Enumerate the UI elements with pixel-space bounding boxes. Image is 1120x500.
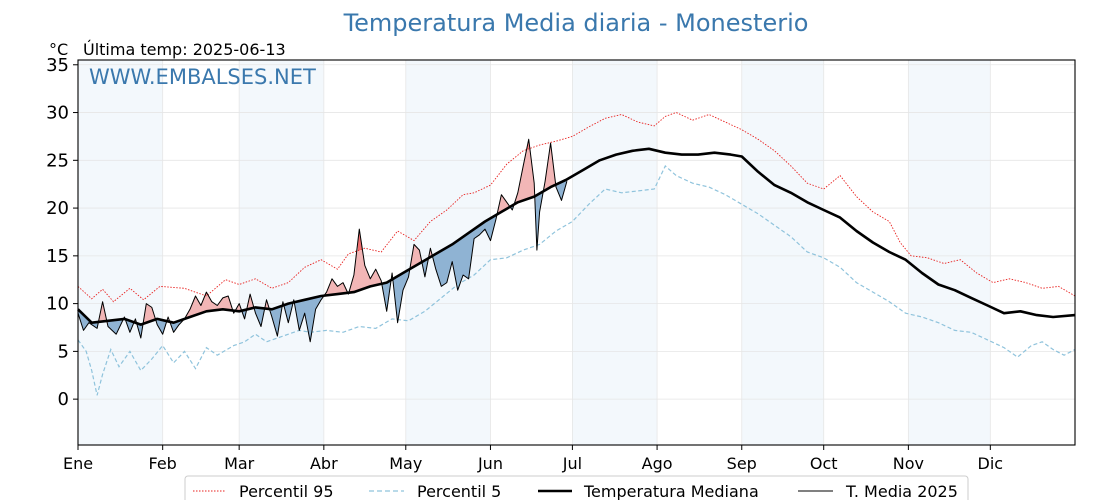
x-tick-label: Abr [310,454,338,473]
legend-p5-label: Percentil 5 [417,482,501,500]
last-temp-label: Última temp: 2025-06-13 [83,40,286,59]
y-tick-label: 10 [46,294,69,315]
x-tick-label: May [389,454,422,473]
fill-above-median [265,299,271,313]
month-band [239,60,324,445]
fill-below-median [254,306,266,327]
x-tick-label: Jul [562,454,582,473]
watermark: WWW.EMBALSES.NET [89,65,316,89]
series-line-actual-2025 [77,138,568,343]
x-tick-label: Mar [224,454,255,473]
y-tick-label: 15 [46,246,69,267]
legend-median-label: Temperatura Mediana [583,482,759,500]
fill-above-median [515,139,536,217]
fill-above-median [543,143,557,192]
x-tick-label: Jun [477,454,503,473]
legend-p95-label: Percentil 95 [239,482,334,500]
y-tick-label: 20 [46,198,69,219]
legend-frame [184,475,969,500]
legend-actual-label: T. Media 2025 [845,482,958,500]
month-bands [78,60,991,445]
month-band [78,60,163,445]
fill-above-median [349,229,383,293]
x-tick-label: Ene [63,454,93,473]
x-tick-label: Feb [149,454,177,473]
x-axis-ticks: Ene Feb Mar Abr May Jun Jul Ago Sep Oct Nov Dic [63,445,1003,473]
y-tick-label: 5 [58,341,69,362]
y-unit-label: °C [49,40,68,59]
month-band [908,60,991,445]
y-tick-label: 35 [46,55,69,76]
month-band [741,60,824,445]
fill-below-median [295,294,326,342]
fill-below-median [270,301,283,337]
y-axis-ticks: 0 5 10 15 20 25 30 35 [46,55,78,410]
fill-above-median [235,303,242,312]
x-tick-label: Dic [978,454,1004,473]
fill-below-median [241,306,248,319]
fill-above-median [247,294,255,310]
x-tick-label: Ago [642,454,673,473]
y-tick-label: 30 [46,103,69,124]
month-band [572,60,658,445]
plot-frame [77,59,1076,446]
chart-title: Temperatura Media diaria - Monesterio [343,9,809,37]
series-line-p5 [77,165,1076,396]
x-tick-label: Oct [810,454,838,473]
legend: Percentil 95 Percentil 5 Temperatura Med… [184,475,969,500]
series-lines [77,112,1076,396]
x-tick-label: Sep [727,454,757,473]
fill-above-median [143,303,156,324]
series-line-p95 [77,112,1076,303]
anomaly-fills [78,139,567,342]
x-tick-label: Nov [893,454,924,473]
y-tick-label: 25 [46,150,69,171]
y-tick-label: 0 [58,389,69,410]
